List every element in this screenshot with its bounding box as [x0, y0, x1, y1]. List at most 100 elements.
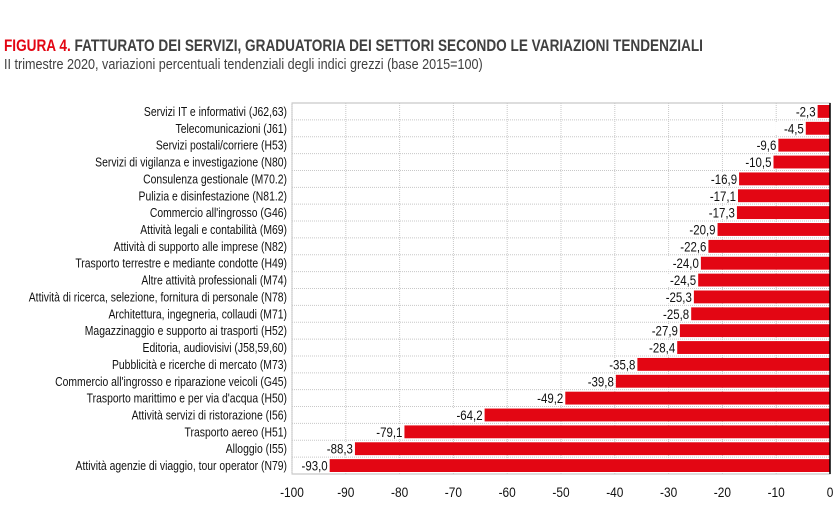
- data-label-background: [681, 223, 717, 236]
- category-label: Telecomunicazioni (J61): [175, 122, 287, 136]
- x-tick-label: -30: [660, 484, 677, 500]
- data-label: -27,9: [652, 323, 678, 339]
- data-label-background: [640, 341, 677, 354]
- bar: [484, 408, 830, 422]
- data-label-background: [702, 172, 739, 186]
- bar: [565, 391, 830, 405]
- x-tick-label: -10: [768, 484, 785, 500]
- data-label: -17,1: [710, 188, 736, 204]
- category-label: Trasporto terrestre e mediante condotte …: [75, 257, 287, 271]
- bar: [637, 357, 830, 371]
- category-label: Altre attività professionali (M74): [141, 274, 287, 288]
- data-label: -35,8: [609, 356, 635, 372]
- category-label: Architettura, ingegneria, collaudi (M71): [108, 307, 287, 321]
- data-label-background: [293, 459, 329, 472]
- chart-subtitle: II trimestre 2020, variazioni percentual…: [4, 56, 483, 73]
- data-label-background: [657, 290, 693, 304]
- chart-title: FIGURA 4. FATTURATO DEI SERVIZI, GRADUAT…: [4, 36, 703, 56]
- category-label: Servizi IT e informativi (J62,63): [144, 105, 287, 119]
- category-label: Pulizia e disinfestazione (N81.2): [139, 189, 288, 203]
- data-label: -25,8: [663, 306, 689, 322]
- data-label: -39,8: [588, 373, 614, 389]
- x-tick-label: -80: [391, 484, 408, 500]
- data-label: -4,5: [784, 120, 804, 136]
- bar: [691, 307, 830, 321]
- bar: [817, 105, 830, 118]
- category-label: Commercio all'ingrosso e riparazione vei…: [55, 375, 287, 389]
- data-label: -10,5: [745, 154, 771, 170]
- x-tick-label: -50: [552, 484, 569, 500]
- category-label: Attività legali e contabilità (M69): [140, 223, 287, 237]
- category-label: Commercio all'ingrosso (G46): [150, 206, 287, 220]
- bar: [805, 121, 830, 135]
- category-label: Servizi di vigilanza e investigazione (N…: [95, 155, 287, 169]
- bar: [736, 206, 830, 220]
- data-label: -25,3: [666, 289, 692, 305]
- bar: [700, 256, 830, 270]
- category-label: Trasporto marittimo e per via d'acqua (H…: [87, 392, 287, 406]
- data-label-background: [775, 121, 805, 135]
- data-label-background: [318, 442, 354, 456]
- data-label-background: [701, 189, 738, 203]
- x-tick-label: -90: [337, 484, 354, 500]
- data-label: -20,9: [689, 221, 715, 237]
- bar: [679, 324, 830, 338]
- data-label-background: [643, 324, 679, 338]
- data-label-background: [579, 374, 615, 388]
- bar: [329, 459, 830, 472]
- bar: [404, 425, 830, 439]
- data-label-background: [448, 408, 484, 422]
- data-label-background: [600, 357, 637, 371]
- x-tick-label: 0: [827, 484, 834, 500]
- x-tick-label: -40: [606, 484, 623, 500]
- bar: [615, 374, 830, 388]
- bar: [778, 138, 830, 152]
- data-label-background: [367, 425, 404, 439]
- bar: [677, 341, 830, 354]
- category-label: Trasporto aereo (H51): [185, 425, 288, 439]
- data-label-background: [700, 206, 736, 220]
- data-label: -88,3: [327, 441, 353, 457]
- data-label: -93,0: [302, 457, 328, 473]
- bar: [693, 290, 830, 304]
- data-label-background: [654, 307, 691, 321]
- data-label: -79,1: [376, 424, 402, 440]
- data-label: -16,9: [711, 171, 737, 187]
- category-label: Pubblicità e ricerche di mercato (M73): [112, 358, 287, 372]
- bar: [708, 239, 830, 253]
- data-label: -24,5: [670, 272, 696, 288]
- category-label: Attività di ricerca, selezione, fornitur…: [29, 290, 287, 304]
- data-label: -64,2: [456, 407, 482, 423]
- data-label: -24,0: [673, 255, 699, 271]
- category-label: Consulenza gestionale (M70.2): [143, 172, 287, 186]
- category-label: Attività di supporto alle imprese (N82): [114, 240, 287, 254]
- data-label-background: [787, 105, 817, 118]
- category-label: Magazzinaggio e supporto ai trasporti (H…: [85, 324, 287, 338]
- data-label: -9,6: [757, 137, 777, 153]
- bar: [738, 189, 830, 203]
- bar: [739, 172, 830, 186]
- figure-number: FIGURA 4.: [4, 36, 71, 55]
- category-label: Alloggio (I55): [226, 442, 287, 456]
- bar: [698, 273, 830, 287]
- category-label: Servizi postali/corriere (H53): [156, 139, 287, 153]
- data-label-background: [671, 239, 708, 253]
- title-text: FATTURATO DEI SERVIZI, GRADUATORIA DEI S…: [74, 36, 703, 55]
- x-tick-label: -100: [280, 484, 304, 500]
- data-label-background: [737, 155, 773, 169]
- category-label: Attività agenzie di viaggio, tour operat…: [76, 459, 288, 473]
- data-label-background: [661, 273, 698, 287]
- bar: [354, 442, 830, 456]
- data-label: -49,2: [537, 390, 563, 406]
- data-label-background: [664, 256, 700, 270]
- data-label-background: [528, 391, 565, 405]
- bar: [717, 223, 830, 236]
- x-tick-label: -70: [445, 484, 462, 500]
- category-label: Attività servizi di ristorazione (I56): [132, 408, 287, 422]
- x-tick-label: -20: [714, 484, 731, 500]
- bar: [773, 155, 830, 169]
- data-label: -22,6: [680, 238, 706, 254]
- category-label: Editoria, audiovisivi (J58,59,60): [143, 341, 288, 355]
- data-label: -28,4: [649, 339, 675, 355]
